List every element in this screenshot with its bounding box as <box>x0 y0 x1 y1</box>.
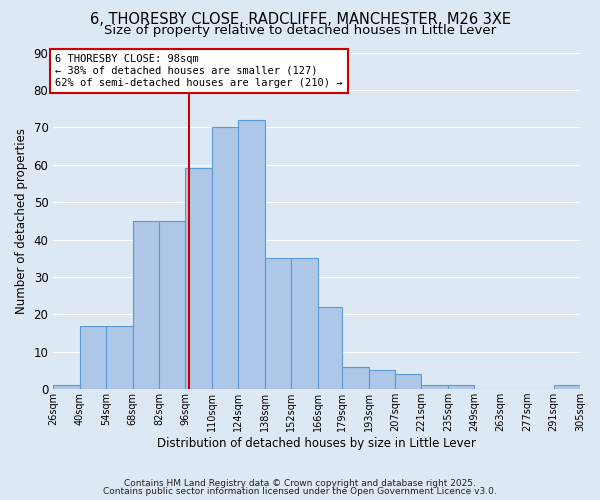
Text: 6, THORESBY CLOSE, RADCLIFFE, MANCHESTER, M26 3XE: 6, THORESBY CLOSE, RADCLIFFE, MANCHESTER… <box>89 12 511 28</box>
Text: Size of property relative to detached houses in Little Lever: Size of property relative to detached ho… <box>104 24 496 37</box>
Bar <box>395 374 421 389</box>
Bar <box>238 120 265 389</box>
Bar <box>133 221 159 389</box>
Y-axis label: Number of detached properties: Number of detached properties <box>15 128 28 314</box>
Text: Contains HM Land Registry data © Crown copyright and database right 2025.: Contains HM Land Registry data © Crown c… <box>124 478 476 488</box>
Bar <box>368 370 395 389</box>
Bar <box>80 326 106 389</box>
Bar <box>159 221 185 389</box>
Bar <box>106 326 133 389</box>
Bar <box>53 386 80 389</box>
Bar <box>185 168 212 389</box>
Bar <box>342 366 368 389</box>
Bar <box>212 128 238 389</box>
Bar <box>291 258 317 389</box>
Bar <box>448 386 474 389</box>
Bar <box>421 386 448 389</box>
Text: Contains public sector information licensed under the Open Government Licence v3: Contains public sector information licen… <box>103 487 497 496</box>
X-axis label: Distribution of detached houses by size in Little Lever: Distribution of detached houses by size … <box>157 437 476 450</box>
Text: 6 THORESBY CLOSE: 98sqm
← 38% of detached houses are smaller (127)
62% of semi-d: 6 THORESBY CLOSE: 98sqm ← 38% of detache… <box>55 54 343 88</box>
Bar <box>265 258 291 389</box>
Bar <box>317 307 342 389</box>
Bar <box>554 386 580 389</box>
